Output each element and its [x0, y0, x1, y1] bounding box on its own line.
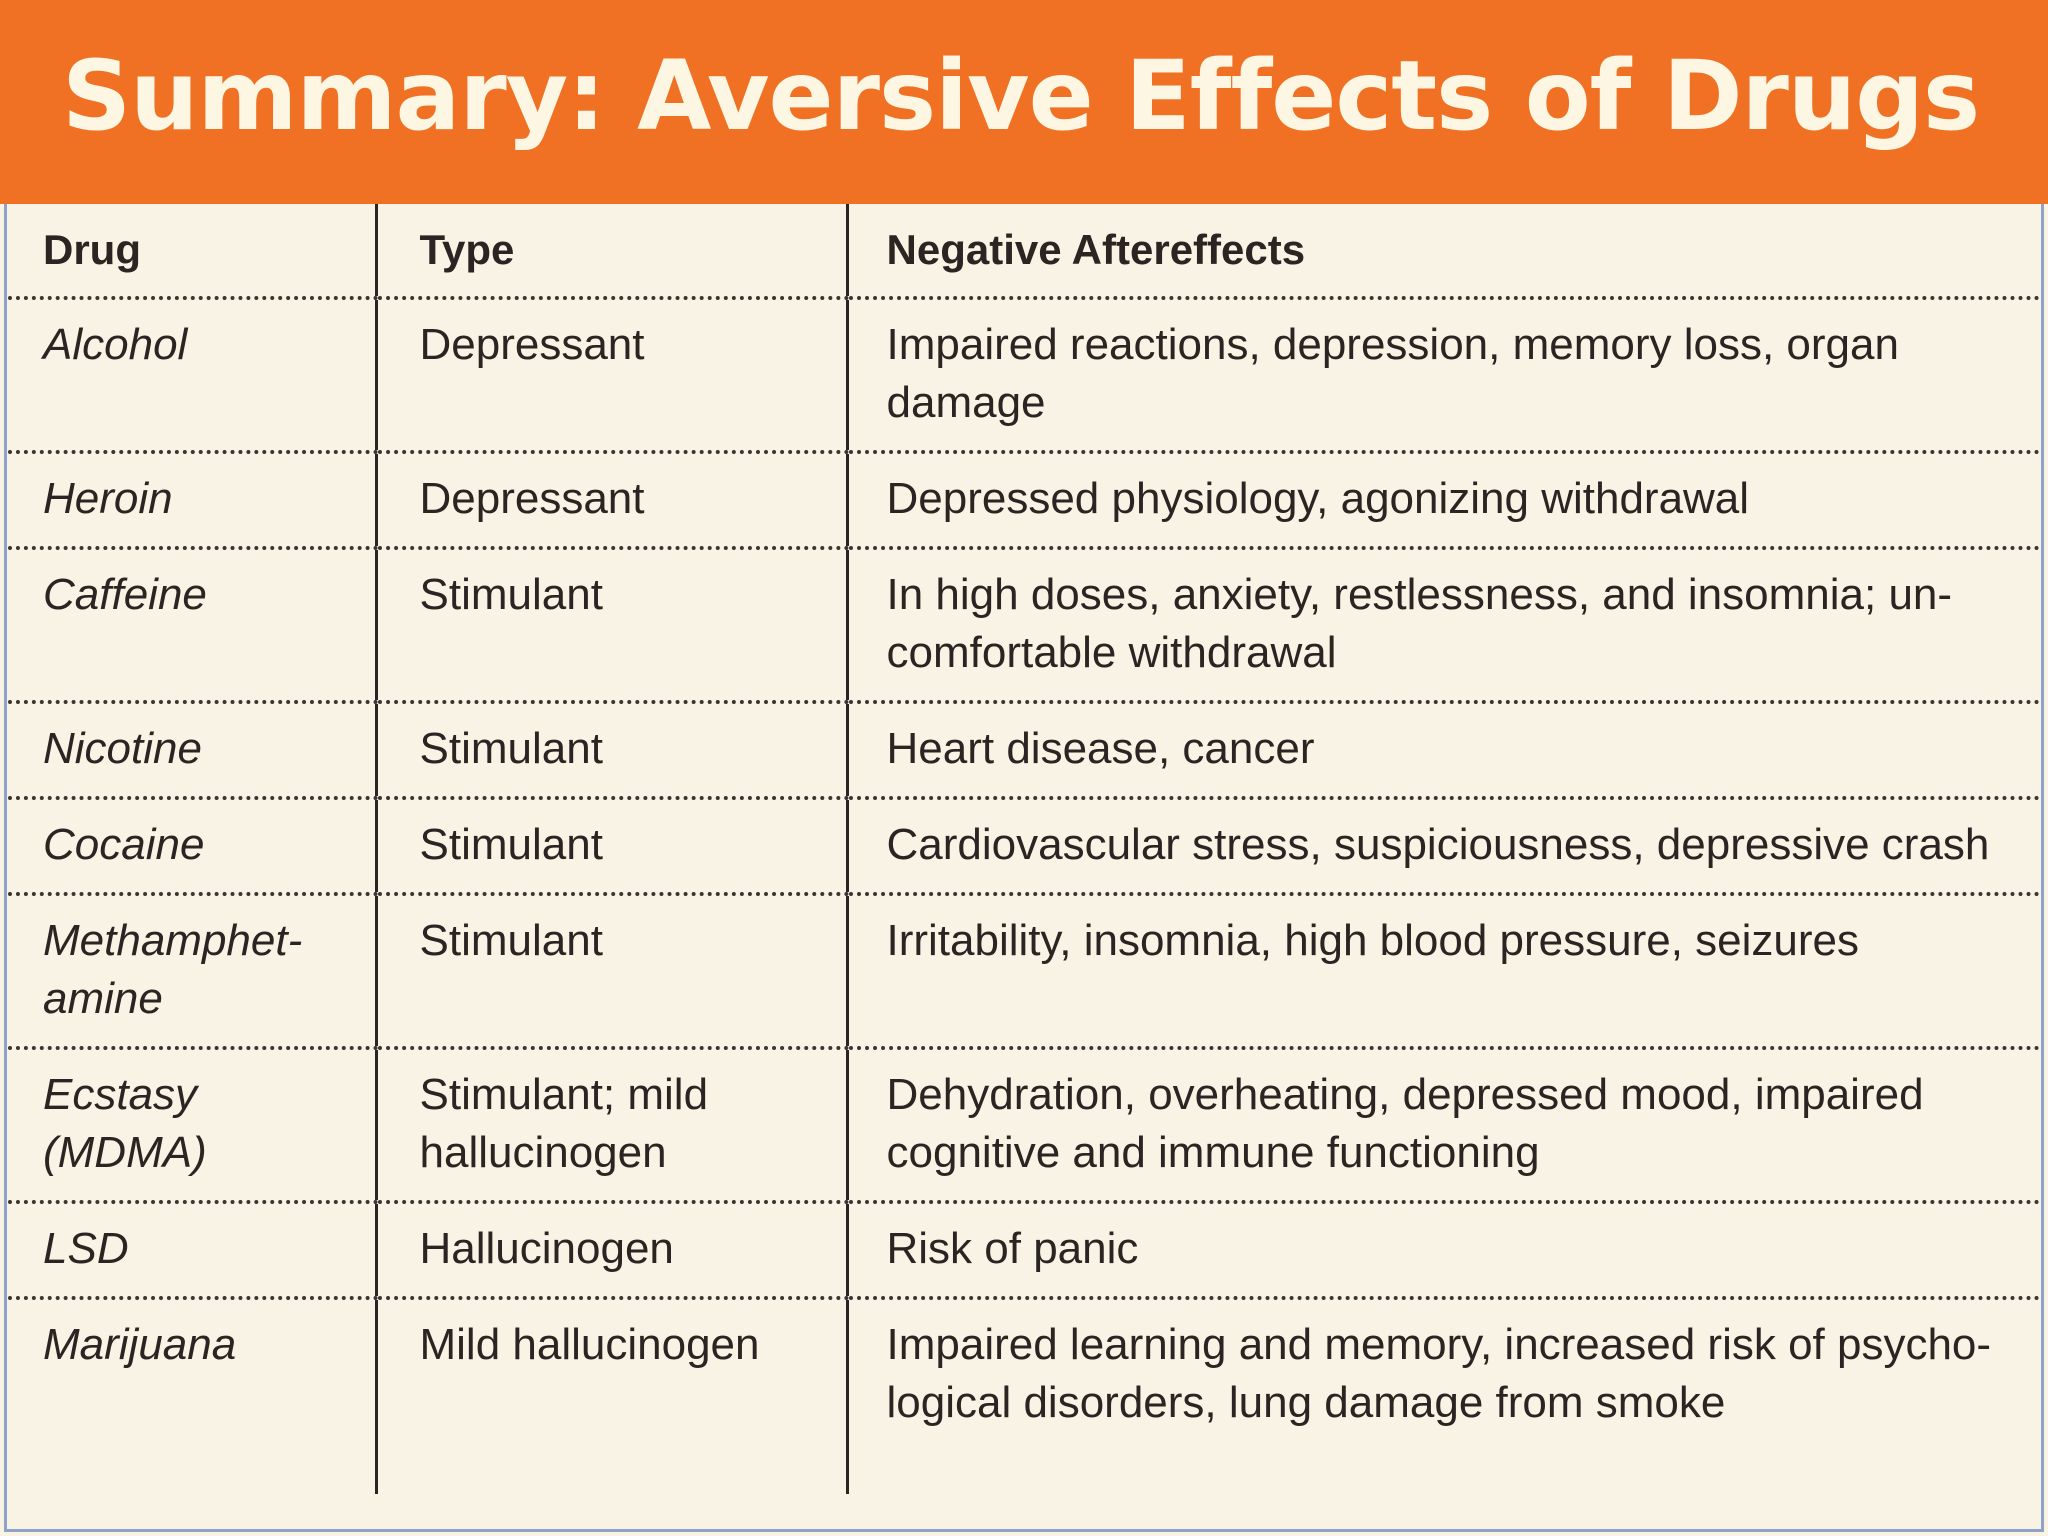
table-frame	[4, 204, 2044, 1532]
drug-name: Alcohol	[8, 298, 376, 454]
drug-type: Depressant	[374, 452, 847, 550]
drug-type: Stimulant	[374, 894, 847, 1050]
drug-type: Stimulant	[374, 548, 847, 704]
drug-name: Marijuana	[43, 1320, 237, 1369]
table-row: Cocaine Stimulant Cardiovascular stress,…	[8, 798, 2040, 896]
drug-name: Caffeine	[8, 548, 376, 704]
page-title: Summary: Aversive Effects of Drugs	[62, 40, 1980, 152]
drug-type: Stimulant; mild hallucinogen	[374, 1048, 847, 1204]
drug-aftereffects: Impaired learning and memory, increased …	[845, 1298, 2040, 1494]
table-row: LSD Hallucinogen Risk of panic	[8, 1202, 2040, 1300]
drug-aftereffects: Impaired reactions, depression, memory l…	[845, 298, 2040, 454]
drug-type: Stimulant	[374, 798, 847, 896]
table-row: Methamphet­amine Stimulant Irritability,…	[8, 894, 2040, 1050]
drug-aftereffects: Heart disease, cancer	[845, 702, 2040, 800]
header-drug: Drug	[8, 204, 376, 300]
drug-aftereffects: In high doses, anxiety, restlessness, an…	[845, 548, 2040, 704]
drug-aftereffects: Depressed physiology, agonizing withdraw…	[845, 452, 2040, 550]
table-row: Ecstasy (MDMA) Stimulant; mild hallucino…	[8, 1048, 2040, 1204]
table-header-row: Drug Type Negative Aftereffects	[8, 204, 2040, 300]
header-negative-aftereffects: Negative Aftereffects	[845, 204, 2040, 300]
drug-name: Ecstasy (MDMA)	[8, 1048, 376, 1204]
drug-name: LSD	[8, 1202, 376, 1300]
drug-name: Nicotine	[8, 702, 376, 800]
drug-name: Cocaine	[8, 798, 376, 896]
drug-name: Methamphet­amine	[8, 894, 376, 1050]
drug-aftereffects: Irritability, insomnia, high blood press…	[845, 894, 2040, 1050]
drug-type: Hallucinogen	[374, 1202, 847, 1300]
table-row: Alcohol Depressant Impaired reactions, d…	[8, 298, 2040, 454]
drug-type: Stimulant	[374, 702, 847, 800]
table-row: Nicotine Stimulant Heart disease, cancer	[8, 702, 2040, 800]
table-row: Heroin Depressant Depressed physiology, …	[8, 452, 2040, 550]
header-type: Type	[374, 204, 847, 300]
drug-effects-table: Drug Type Negative Aftereffects Alcohol …	[8, 204, 2040, 1494]
title-bar: Summary: Aversive Effects of Drugs	[0, 0, 2048, 204]
table-row: Marijuana Mild hallucinogen Impaired lea…	[8, 1298, 2040, 1494]
drug-aftereffects: Risk of panic	[845, 1202, 2040, 1300]
drug-type: Depressant	[374, 298, 847, 454]
drug-type: Mild hallucinogen	[374, 1298, 847, 1494]
drug-aftereffects: Dehydration, overheating, depressed mood…	[845, 1048, 2040, 1204]
drug-aftereffects: Cardiovascular stress, suspiciousness, d…	[845, 798, 2040, 896]
drug-name: Heroin	[8, 452, 376, 550]
table-row: Caffeine Stimulant In high doses, anxiet…	[8, 548, 2040, 704]
